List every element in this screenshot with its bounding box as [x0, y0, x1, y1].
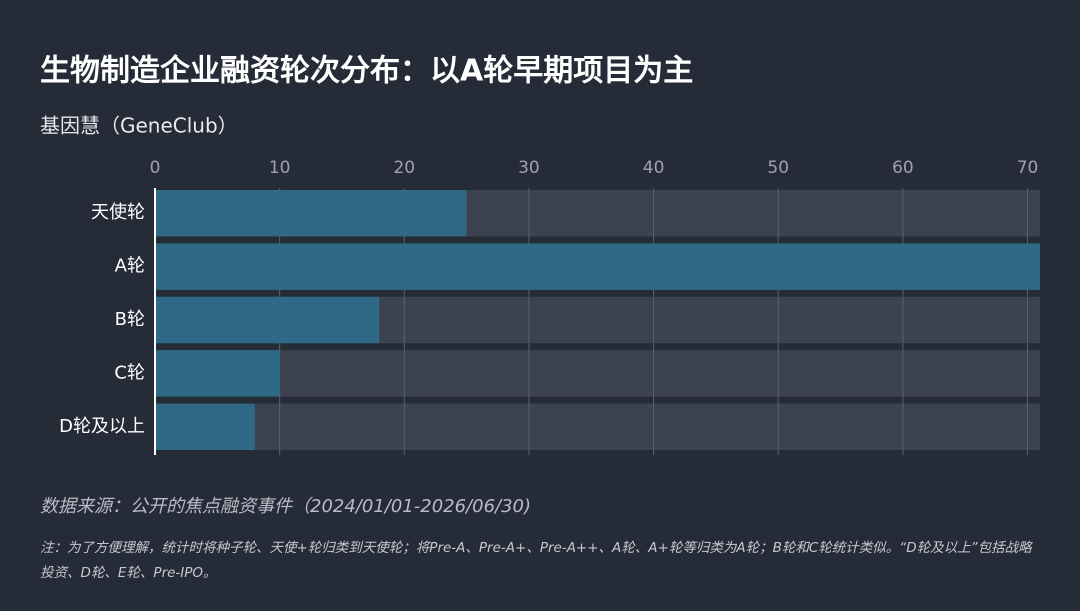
x-tick-label: 10: [269, 158, 291, 178]
bar: [155, 350, 280, 397]
bar: [155, 243, 1040, 290]
track: [155, 403, 1040, 450]
x-tick-label: 30: [518, 158, 540, 178]
chart-title: 生物制造企业融资轮次分布：以A轮早期项目为主: [40, 54, 693, 89]
x-tick-label: 70: [1017, 158, 1039, 178]
bar: [155, 190, 467, 237]
y-tick-label: B轮: [115, 309, 145, 330]
x-tick-label: 60: [892, 158, 914, 178]
x-tick-label: 50: [767, 158, 789, 178]
y-tick-label: A轮: [115, 256, 145, 277]
chart: 生物制造企业融资轮次分布：以A轮早期项目为主 基因慧（GeneClub） 0 10…: [40, 54, 1040, 455]
x-tick-label: 40: [643, 158, 665, 178]
y-tick-label: 天使轮: [91, 202, 145, 223]
source: 数据来源：公开的焦点融资事件（2024/01/01-2026/06/30): [40, 496, 532, 517]
bar: [155, 403, 255, 450]
bar: [155, 296, 380, 344]
y-tick-label: C轮: [114, 362, 145, 383]
y-tick-label: D轮及以上: [59, 416, 145, 437]
note: 注：为了方便理解，统计时将种子轮、天使+轮归类到天使轮；将Pre-A、Pre-A…: [40, 540, 1032, 581]
track: [155, 350, 1040, 397]
x-tick-label: 0: [150, 158, 161, 178]
chart-subtitle: 基因慧（GeneClub）: [40, 114, 238, 138]
x-tick-label: 20: [393, 158, 415, 178]
